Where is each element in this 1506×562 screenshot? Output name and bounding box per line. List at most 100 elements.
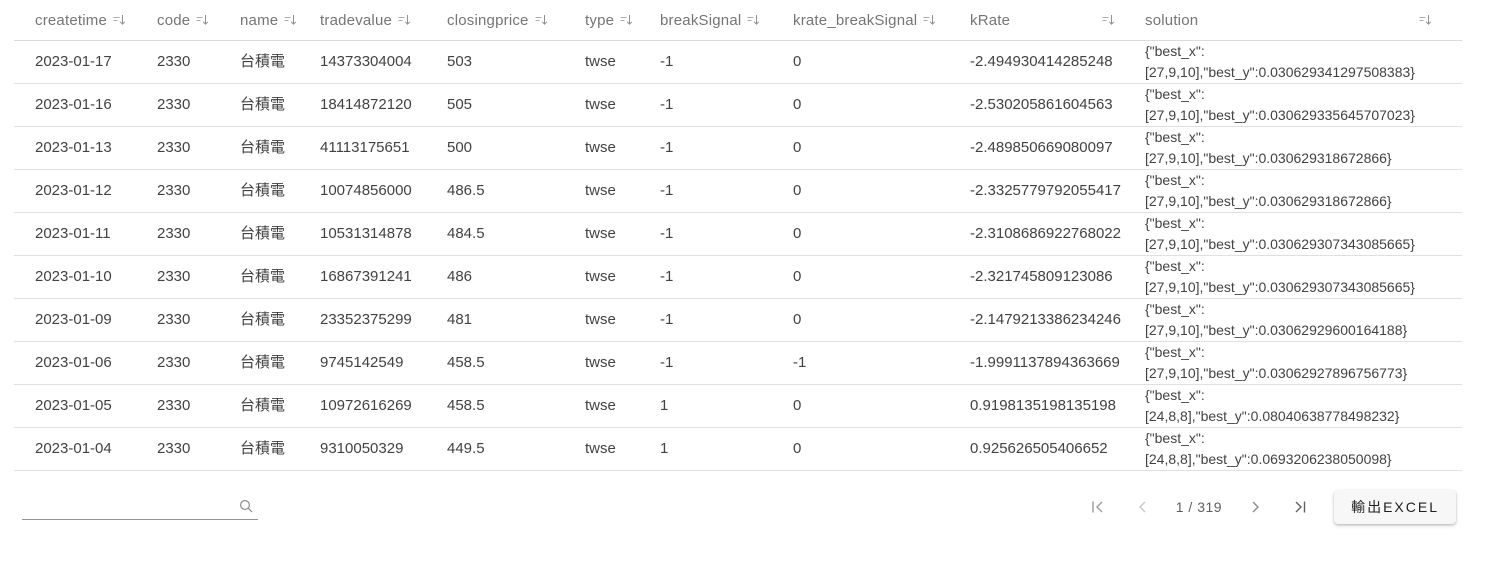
cell-code: 2330 [157,182,191,199]
cell-type: twse [585,225,616,242]
cell-breakSignal: -1 [660,182,674,199]
cell-name: 台積電 [240,139,286,156]
sort-icon[interactable] [747,14,760,26]
cell-closingprice: 458.5 [447,354,485,371]
column-header-krate_breakSignal[interactable]: krate_breakSignal [793,0,970,40]
cell-name: 台積電 [240,268,286,285]
previous-page-button[interactable] [1134,498,1150,516]
sort-icon[interactable] [620,14,633,26]
cell-code: 2330 [157,354,191,371]
cell-tradevalue: 9745142549 [320,354,404,371]
cell-kRate: -2.1479213386234246 [970,311,1121,328]
cell-solution: {"best_x": [27,9,10],"best_y":0.03062930… [1145,215,1415,252]
column-header-label: krate_breakSignal [793,11,918,29]
column-header-closingprice[interactable]: closingprice [447,0,585,40]
table-body: 2023-01-17 2330 台積電 14373304004 503 twse… [14,41,1462,471]
sort-icon[interactable] [535,14,548,26]
cell-breakSignal: 1 [660,397,669,414]
cell-solution: {"best_x": [27,9,10],"best_y":0.03062927… [1145,344,1408,381]
cell-createtime: 2023-01-10 [35,268,112,285]
cell-krate_breakSignal: 0 [793,139,802,156]
search-input[interactable] [22,494,232,518]
cell-createtime: 2023-01-16 [35,96,112,113]
cell-solution: {"best_x": [27,9,10],"best_y":0.03062931… [1145,129,1392,166]
cell-breakSignal: -1 [660,139,674,156]
table-row: 2023-01-09 2330 台積電 23352375299 481 twse… [14,299,1462,342]
cell-kRate: -2.494930414285248 [970,53,1113,70]
column-header-createtime[interactable]: createtime [14,0,157,40]
sort-icon[interactable] [1102,14,1115,26]
cell-closingprice: 505 [447,96,473,113]
cell-kRate: -2.3325779792055417 [970,182,1121,199]
cell-createtime: 2023-01-06 [35,354,112,371]
cell-kRate: -1.9991137894363669 [970,354,1120,371]
cell-breakSignal: -1 [660,268,674,285]
cell-tradevalue: 10074856000 [320,182,412,199]
sort-icon[interactable] [196,14,209,26]
table-row: 2023-01-10 2330 台積電 16867391241 486 twse… [14,256,1462,299]
sort-icon[interactable] [1419,14,1432,26]
sort-icon[interactable] [284,14,297,26]
cell-kRate: -2.489850669080097 [970,139,1113,156]
column-header-solution[interactable]: solution [1145,0,1462,40]
cell-krate_breakSignal: 0 [793,397,802,414]
cell-tradevalue: 14373304004 [320,53,412,70]
table-header-row: createtime code name tradevalue closingp… [14,0,1462,41]
next-page-button[interactable] [1248,498,1264,516]
cell-type: twse [585,53,616,70]
last-page-button[interactable] [1290,498,1310,516]
cell-createtime: 2023-01-13 [35,139,112,156]
page-indicator: 1 / 319 [1175,499,1223,515]
chevron-right-icon [1252,501,1260,513]
column-header-label: kRate [970,11,1011,29]
cell-krate_breakSignal: 0 [793,225,802,242]
cell-createtime: 2023-01-17 [35,53,112,70]
column-header-tradevalue[interactable]: tradevalue [320,0,447,40]
cell-closingprice: 481 [447,311,473,328]
sort-icon[interactable] [398,14,411,26]
cell-name: 台積電 [240,440,286,457]
cell-type: twse [585,268,616,285]
cell-createtime: 2023-01-11 [35,225,111,242]
cell-type: twse [585,96,616,113]
column-header-name[interactable]: name [240,0,320,40]
column-header-label: tradevalue [320,11,393,29]
cell-krate_breakSignal: 0 [793,182,802,199]
cell-closingprice: 486.5 [447,182,485,199]
column-header-breakSignal[interactable]: breakSignal [660,0,793,40]
cell-createtime: 2023-01-04 [35,440,112,457]
data-grid: createtime code name tradevalue closingp… [14,0,1462,471]
column-header-code[interactable]: code [157,0,240,40]
cell-closingprice: 500 [447,139,473,156]
column-header-label: solution [1145,11,1199,29]
search-icon[interactable] [239,499,254,514]
cell-breakSignal: -1 [660,354,674,371]
table-row: 2023-01-13 2330 台積電 41113175651 500 twse… [14,127,1462,170]
cell-name: 台積電 [240,354,286,371]
cell-tradevalue: 18414872120 [320,96,412,113]
cell-code: 2330 [157,397,191,414]
cell-kRate: 0.9198135198135198 [970,397,1116,414]
search-field[interactable] [22,494,258,520]
first-page-button[interactable] [1088,498,1108,516]
column-header-kRate[interactable]: kRate [970,0,1145,40]
cell-solution: {"best_x": [27,9,10],"best_y":0.03062933… [1145,86,1415,123]
table-footer: 1 / 319 輸出EXCEL [0,487,1506,527]
cell-type: twse [585,311,616,328]
cell-solution: {"best_x": [24,8,8],"best_y":0.069320623… [1145,430,1392,467]
cell-solution: {"best_x": [27,9,10],"best_y":0.03062929… [1145,301,1408,338]
cell-code: 2330 [157,53,191,70]
sort-icon[interactable] [113,14,126,26]
cell-breakSignal: -1 [660,96,674,113]
cell-breakSignal: 1 [660,440,669,457]
table-row: 2023-01-05 2330 台積電 10972616269 458.5 tw… [14,385,1462,428]
sort-icon[interactable] [923,14,936,26]
cell-code: 2330 [157,225,191,242]
cell-type: twse [585,440,616,457]
cell-solution: {"best_x": [27,9,10],"best_y":0.03062931… [1145,172,1392,209]
cell-solution: {"best_x": [27,9,10],"best_y":0.03062930… [1145,258,1415,295]
column-header-type[interactable]: type [585,0,660,40]
cell-krate_breakSignal: 0 [793,53,802,70]
export-excel-button[interactable]: 輸出EXCEL [1334,490,1456,524]
cell-tradevalue: 16867391241 [320,268,412,285]
